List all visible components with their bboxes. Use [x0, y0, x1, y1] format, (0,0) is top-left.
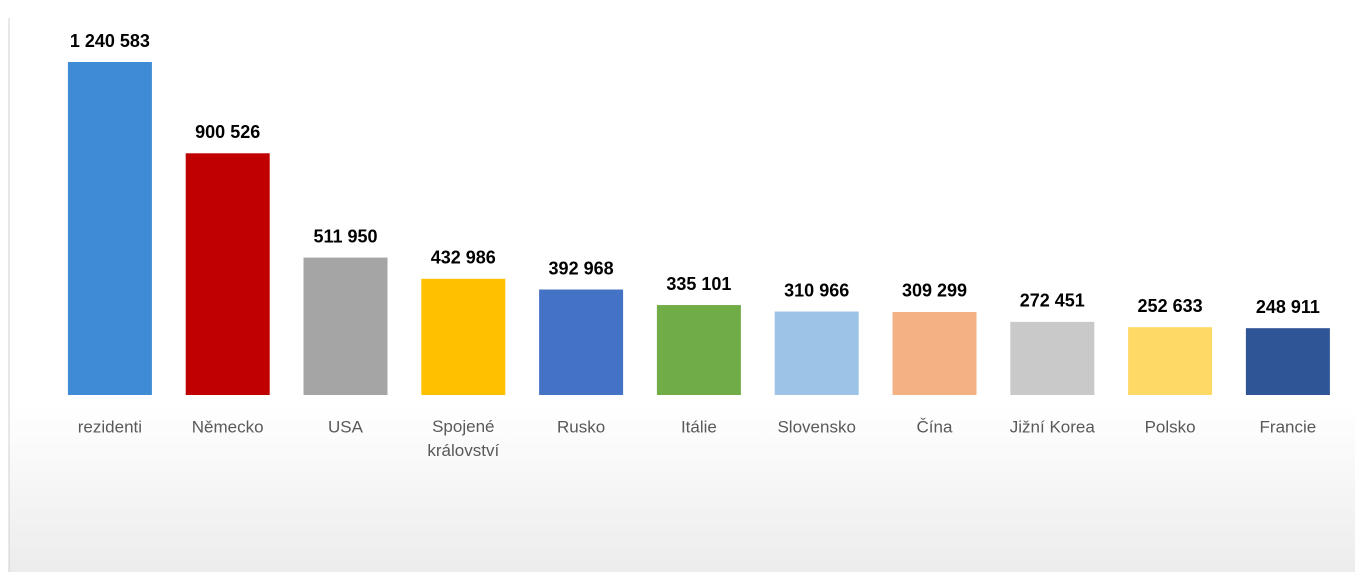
bar [303, 257, 388, 395]
value-label: 511 950 [313, 226, 377, 246]
bar [67, 62, 152, 395]
bar [539, 289, 624, 395]
bar [1010, 321, 1095, 395]
bar [421, 278, 506, 395]
value-label: 252 633 [1138, 296, 1203, 316]
x-tick-label: Polsko [1145, 417, 1196, 436]
value-label: 309 299 [902, 281, 967, 301]
bar [892, 311, 977, 395]
value-label: 272 451 [1020, 291, 1085, 311]
value-label: 900 526 [195, 122, 260, 142]
bar [185, 153, 270, 395]
x-tick-label: Rusko [557, 417, 605, 436]
value-label: 1 240 583 [70, 31, 150, 51]
x-tick-label: Francie [1260, 417, 1317, 436]
x-tick-label: Čína [917, 417, 953, 436]
x-tick-label: Itálie [681, 417, 717, 436]
bar [656, 305, 741, 395]
bar [774, 311, 859, 395]
x-tick-label: Jižní Korea [1010, 417, 1096, 436]
value-label: 310 966 [784, 280, 849, 300]
value-label: 392 968 [549, 258, 614, 278]
value-label: 432 986 [431, 248, 496, 268]
x-tick-label: rezidenti [78, 417, 142, 436]
value-label: 335 101 [666, 274, 731, 294]
x-tick-label: Spojené království [427, 417, 499, 460]
x-tick-label: Slovensko [777, 417, 855, 436]
bar [1245, 328, 1330, 395]
bar [1128, 327, 1213, 395]
value-label: 248 911 [1256, 297, 1320, 317]
x-tick-label: Německo [192, 417, 264, 436]
x-tick-label: USA [328, 417, 364, 436]
